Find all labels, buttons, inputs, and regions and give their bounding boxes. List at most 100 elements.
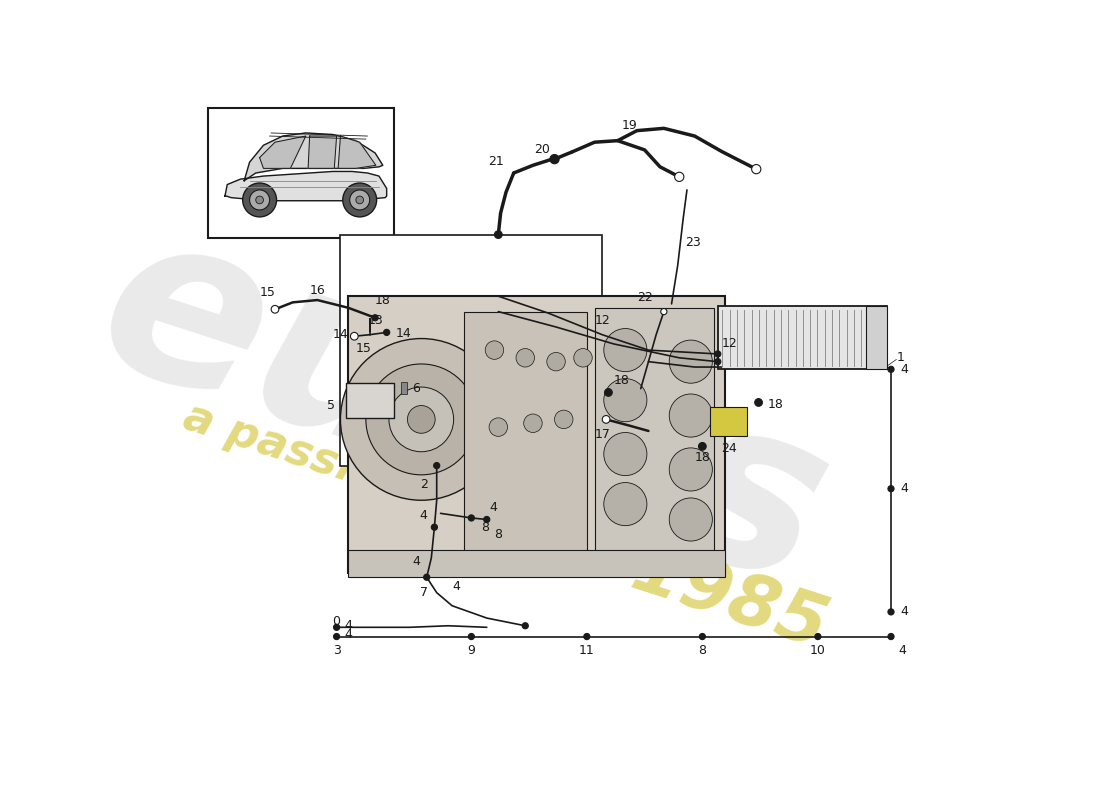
Circle shape (351, 332, 359, 340)
Circle shape (431, 524, 438, 530)
Text: 4: 4 (900, 482, 908, 495)
Text: 20: 20 (535, 143, 550, 157)
Circle shape (755, 398, 762, 406)
Text: 12: 12 (594, 314, 610, 327)
Circle shape (250, 190, 270, 210)
Bar (348, 296, 726, 574)
Text: 4: 4 (900, 363, 908, 376)
Circle shape (574, 349, 592, 367)
Circle shape (603, 415, 609, 423)
Circle shape (888, 634, 894, 640)
Text: 4: 4 (900, 606, 908, 618)
Circle shape (341, 338, 502, 500)
Circle shape (389, 387, 453, 452)
Text: 10: 10 (810, 644, 826, 657)
Circle shape (333, 624, 340, 630)
Circle shape (495, 230, 503, 238)
Text: 8: 8 (698, 644, 706, 657)
Text: 18: 18 (694, 451, 711, 464)
Circle shape (554, 410, 573, 429)
Text: 18: 18 (614, 374, 629, 387)
Circle shape (815, 634, 821, 640)
Circle shape (604, 329, 647, 372)
Circle shape (424, 574, 430, 580)
Circle shape (469, 634, 474, 640)
Text: 9: 9 (468, 644, 475, 657)
Circle shape (343, 183, 376, 217)
Circle shape (584, 634, 590, 640)
Text: 6: 6 (412, 382, 420, 395)
Text: 7: 7 (419, 586, 428, 599)
Circle shape (271, 306, 279, 313)
Circle shape (661, 309, 667, 314)
Circle shape (524, 414, 542, 433)
Circle shape (674, 172, 684, 182)
Text: 22: 22 (637, 291, 652, 304)
Text: 11: 11 (579, 644, 595, 657)
Circle shape (669, 448, 713, 491)
Circle shape (333, 634, 340, 640)
Polygon shape (224, 171, 387, 201)
Circle shape (888, 366, 894, 373)
Text: 21: 21 (488, 155, 504, 168)
Circle shape (516, 349, 535, 367)
Bar (208, 108, 395, 238)
Text: 14: 14 (396, 326, 411, 340)
Circle shape (669, 340, 713, 383)
Bar (348, 550, 726, 578)
Circle shape (243, 183, 276, 217)
Circle shape (669, 498, 713, 541)
Polygon shape (244, 133, 383, 181)
Text: 8: 8 (481, 521, 490, 534)
Text: eures: eures (74, 188, 854, 635)
Polygon shape (308, 136, 337, 168)
Circle shape (751, 165, 761, 174)
Circle shape (605, 389, 613, 396)
Text: 18: 18 (375, 294, 390, 306)
Circle shape (715, 358, 720, 365)
Circle shape (350, 190, 370, 210)
Text: 19: 19 (621, 118, 637, 132)
Bar (711, 407, 747, 436)
Bar (717, 306, 887, 370)
Text: 4: 4 (899, 644, 906, 657)
Text: 15: 15 (355, 342, 372, 355)
Circle shape (604, 433, 647, 476)
Text: a passion for parts: a passion for parts (178, 395, 641, 582)
Text: 24: 24 (720, 442, 736, 455)
Circle shape (255, 196, 264, 204)
Text: 4: 4 (420, 509, 428, 522)
Text: 13: 13 (367, 314, 383, 327)
Text: 4: 4 (344, 629, 352, 642)
Text: 15: 15 (260, 286, 275, 299)
Text: 5: 5 (327, 399, 336, 412)
Text: 0: 0 (332, 614, 341, 628)
Circle shape (669, 394, 713, 437)
Circle shape (384, 330, 389, 335)
Circle shape (355, 196, 364, 204)
Text: 8: 8 (494, 529, 503, 542)
Circle shape (550, 154, 559, 164)
Circle shape (700, 634, 705, 640)
Text: 3: 3 (332, 644, 341, 657)
Circle shape (484, 517, 490, 522)
Circle shape (485, 341, 504, 359)
Text: 16: 16 (309, 283, 326, 297)
Circle shape (490, 418, 507, 436)
Bar (866, 306, 888, 370)
Text: 23: 23 (685, 236, 701, 249)
Bar (345, 383, 394, 418)
Text: 12: 12 (722, 338, 737, 350)
Circle shape (888, 609, 894, 615)
Text: 2: 2 (420, 478, 428, 491)
Bar (594, 308, 714, 562)
Text: 4: 4 (412, 555, 420, 568)
Circle shape (604, 482, 647, 526)
Circle shape (433, 462, 440, 469)
Polygon shape (260, 136, 306, 168)
Text: 17: 17 (594, 428, 610, 442)
Circle shape (888, 486, 894, 492)
Circle shape (366, 364, 476, 475)
Circle shape (604, 378, 647, 422)
Circle shape (522, 622, 528, 629)
